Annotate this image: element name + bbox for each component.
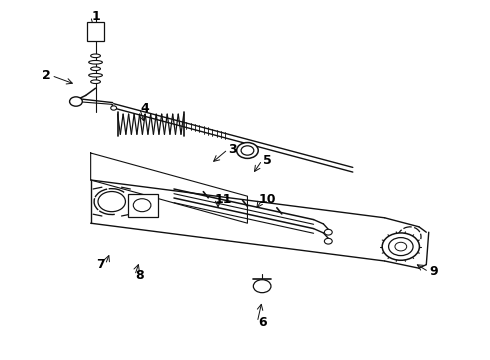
Text: 1: 1 <box>91 10 100 23</box>
Text: 4: 4 <box>140 102 149 114</box>
Text: 7: 7 <box>96 258 105 271</box>
Ellipse shape <box>89 73 102 77</box>
Text: 2: 2 <box>42 69 51 82</box>
Text: 9: 9 <box>429 265 438 278</box>
Ellipse shape <box>91 54 100 58</box>
Circle shape <box>237 143 258 158</box>
Circle shape <box>70 97 82 106</box>
Circle shape <box>324 229 332 235</box>
Circle shape <box>389 238 413 256</box>
Text: 11: 11 <box>214 193 232 206</box>
Text: 8: 8 <box>135 269 144 282</box>
Ellipse shape <box>91 67 100 71</box>
Circle shape <box>324 238 332 244</box>
Text: 3: 3 <box>228 143 237 156</box>
Circle shape <box>111 106 117 110</box>
Text: 5: 5 <box>263 154 271 167</box>
Circle shape <box>241 146 254 155</box>
Circle shape <box>382 233 419 260</box>
Circle shape <box>98 192 125 212</box>
FancyBboxPatch shape <box>128 194 158 217</box>
Ellipse shape <box>91 80 100 84</box>
Ellipse shape <box>89 60 102 64</box>
Text: 10: 10 <box>258 193 276 206</box>
Text: 6: 6 <box>258 316 267 329</box>
Circle shape <box>253 280 271 293</box>
Circle shape <box>133 199 151 212</box>
Circle shape <box>395 242 407 251</box>
FancyBboxPatch shape <box>87 22 104 41</box>
